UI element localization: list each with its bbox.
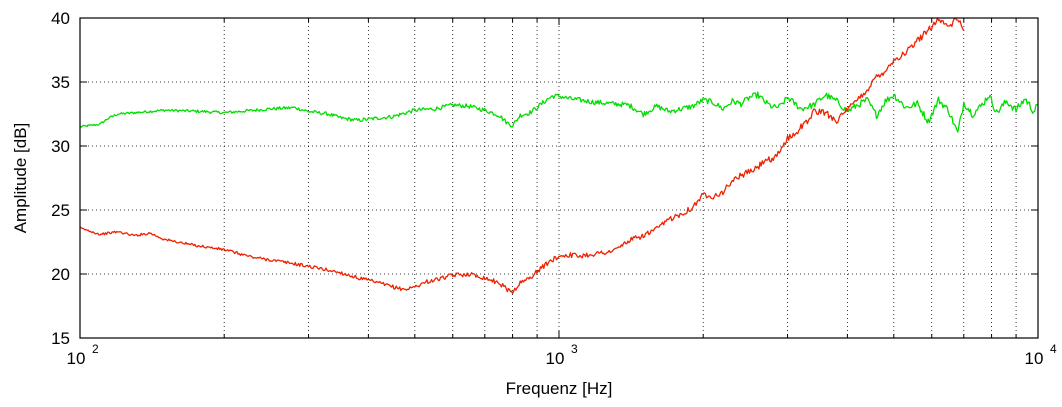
series-layer (79, 17, 1039, 295)
y-axis-label: Amplitude [dB] (11, 123, 30, 234)
x-tick-label: 10 (546, 349, 565, 368)
x-tick-label-exponent: 2 (92, 342, 99, 356)
y-tick-label: 40 (51, 9, 70, 28)
y-tick-label: 20 (51, 265, 70, 284)
y-tick-label: 15 (51, 329, 70, 348)
y-tick-label: 25 (51, 201, 70, 220)
x-tick-label-exponent: 4 (1050, 342, 1057, 356)
y-tick-label: 35 (51, 73, 70, 92)
grid (80, 18, 1038, 338)
y-tick-label: 30 (51, 137, 70, 156)
x-tick-label-exponent: 3 (571, 342, 578, 356)
series-line-1 (79, 91, 1039, 133)
x-tick-label: 10 (67, 349, 86, 368)
tick-labels: 10 2 10 3 10 4 15 20 25 30 35 40 (51, 9, 1057, 368)
x-tick-label: 10 (1025, 349, 1044, 368)
x-axis-label: Frequenz [Hz] (506, 379, 613, 398)
series-line-2 (79, 17, 965, 295)
ticks (79, 17, 1039, 339)
